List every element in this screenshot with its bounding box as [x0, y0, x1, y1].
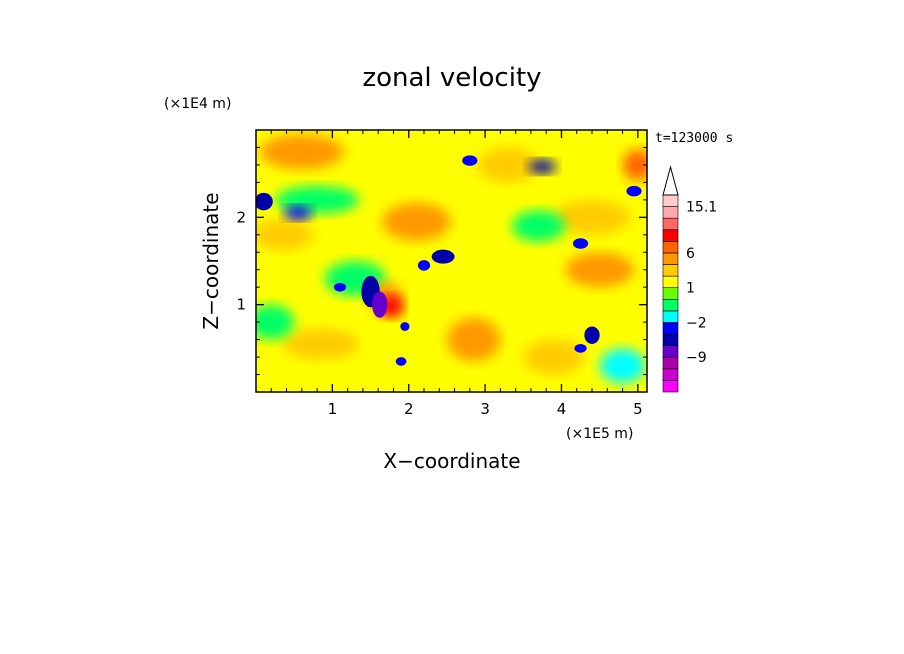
field-contour-13: [256, 304, 295, 340]
colorbar-swatch: [662, 194, 679, 207]
field-contour-7: [446, 317, 501, 362]
field-contour-31: [395, 357, 407, 366]
field-contour-23: [431, 249, 455, 264]
colorbar: −9 −2 1 6 15.1: [662, 165, 717, 393]
field-contour-21: [284, 205, 312, 220]
x-unit-label: (×1E5 m): [566, 426, 633, 442]
colorbar-swatch: [662, 380, 679, 393]
field-contour-28: [417, 260, 431, 271]
field-contour-8: [477, 147, 539, 183]
colorbar-swatch: [662, 356, 679, 370]
field-contour-30: [333, 282, 347, 292]
colorbar-label: 1: [686, 281, 695, 297]
plot-frame: [255, 129, 648, 393]
colorbar-swatch: [662, 345, 679, 358]
field-contour-22: [256, 192, 273, 211]
field-contour-12: [511, 210, 566, 242]
field-contour-25: [462, 155, 478, 166]
field-contour-19: [372, 291, 388, 318]
field-contour-32: [400, 322, 410, 331]
y-unit-label: (×1E4 m): [164, 96, 231, 112]
field-contour-0: [259, 134, 344, 170]
colorbar-swatch: [662, 368, 679, 381]
colorbar-swatch: [662, 310, 679, 323]
field-contour-4: [565, 252, 635, 288]
y-axis-label: Z−coordinate: [199, 192, 223, 329]
x-tick-label: 5: [633, 400, 643, 418]
x-tick-label: 4: [557, 400, 567, 418]
chart-title: zonal velocity: [362, 63, 541, 93]
colorbar-extension-arrow: [662, 165, 679, 196]
field-contour-14: [599, 348, 646, 384]
x-axis-ticks: 1 2 3 4 5: [270, 130, 643, 418]
colorbar-swatch: [662, 252, 679, 265]
x-axis-label: X−coordinate: [383, 449, 520, 473]
colorbar-label: −2: [686, 315, 707, 331]
timestamp-label: t=123000 s: [655, 131, 733, 146]
x-tick-label: 3: [480, 400, 490, 418]
colorbar-swatch: [662, 333, 679, 346]
field-contour-29: [574, 343, 587, 353]
field-contour-24: [584, 326, 600, 344]
field-contour-20: [528, 159, 557, 174]
x-tick-label: 1: [328, 400, 338, 418]
y-axis-ticks: 12: [236, 146, 647, 376]
colorbar-swatch: [662, 275, 679, 289]
colorbar-label: 15.1: [686, 200, 717, 216]
y-tick-label: 2: [236, 208, 246, 226]
field-contour-27: [572, 238, 589, 249]
field-contour-2: [382, 202, 451, 241]
x-tick-label: 2: [404, 400, 414, 418]
field-contour-9: [523, 339, 585, 375]
field-contour-5: [282, 328, 360, 360]
colorbar-swatch: [662, 241, 679, 254]
colorbar-swatch: [662, 264, 679, 277]
colorbar-label: 6: [686, 246, 695, 262]
y-tick-label: 1: [236, 296, 246, 314]
colorbar-swatch: [662, 229, 679, 242]
colorbar-swatch: [662, 322, 679, 335]
colorbar-label: −9: [686, 350, 707, 366]
colorbar-swatch: [662, 298, 679, 312]
field-contour-16: [622, 149, 647, 181]
field-contour-11: [256, 219, 314, 251]
velocity-field: [256, 130, 647, 392]
colorbar-swatch: [662, 206, 679, 219]
field-contour-26: [626, 185, 642, 197]
field-contour-1: [553, 199, 631, 235]
colorbar-swatch: [662, 287, 679, 300]
colorbar-swatch: [662, 217, 679, 231]
